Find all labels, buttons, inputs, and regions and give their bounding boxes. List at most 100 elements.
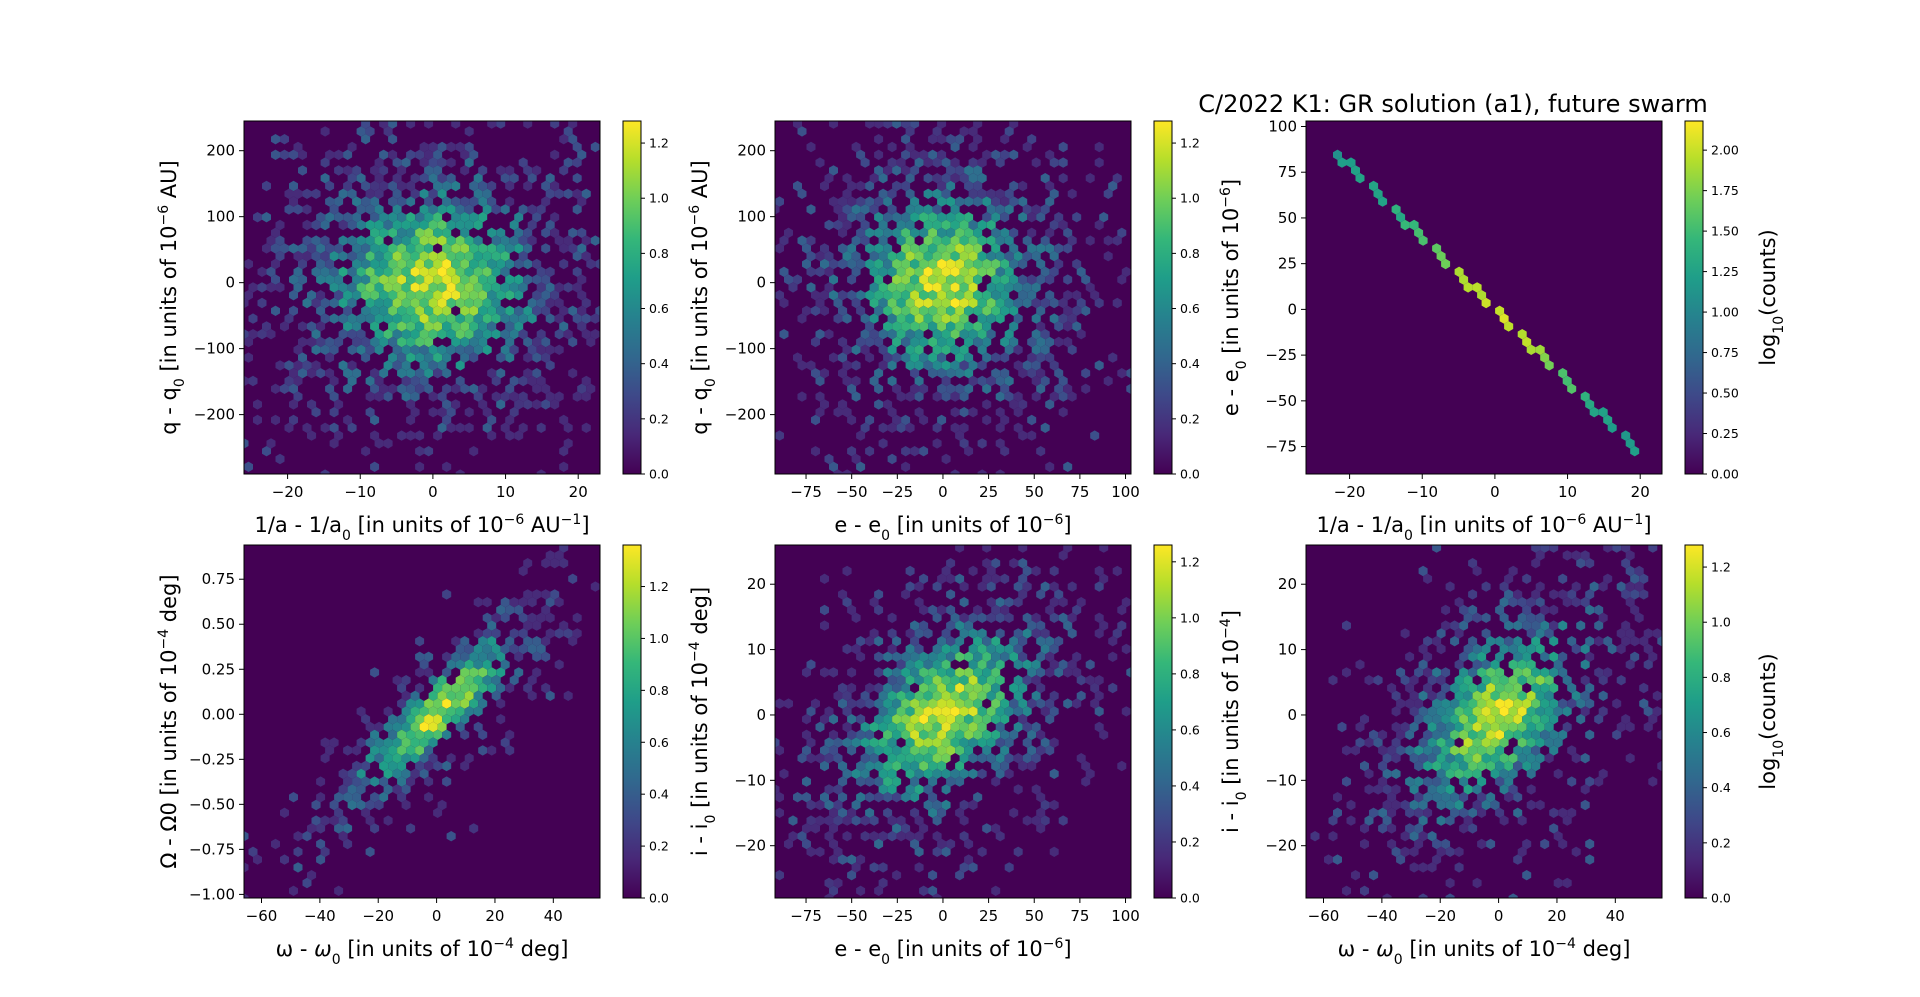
hexbin-cell (505, 604, 515, 616)
hexbin-cell (964, 383, 974, 394)
hexbin-cell (1360, 714, 1369, 725)
hexbin-cell (941, 282, 951, 293)
hexbin-cell (347, 422, 357, 433)
hexbin-cell (1072, 604, 1082, 616)
hexbin-cell (1036, 729, 1046, 740)
hexbin-cell (1004, 188, 1014, 199)
hexbin-cell (1027, 336, 1037, 348)
hexbin-cell (1517, 329, 1527, 340)
hexbin-cell (491, 690, 501, 701)
hexbin-cell (451, 243, 461, 254)
hexbin-cell (329, 422, 339, 433)
hexbin-cell (577, 321, 587, 332)
hexbin-cell (842, 768, 852, 779)
hexbin-cell (474, 111, 483, 121)
hexbin-cell (1072, 212, 1082, 223)
hexbin-cell (869, 204, 879, 215)
hexbin-cell (937, 227, 947, 238)
hexbin-cell (383, 297, 393, 309)
hexbin-cell (388, 729, 398, 740)
hexbin-cell (1022, 235, 1032, 246)
hexbin-cell (424, 698, 434, 709)
x-tick-label: −50 (836, 483, 868, 501)
hexbin-cell (833, 877, 843, 889)
hexbin-cell (1382, 893, 1392, 898)
hexbin-cell (964, 290, 974, 301)
hexbin-cell (415, 714, 425, 725)
hexbin-cell (491, 628, 501, 639)
hexbin-cell (1504, 760, 1514, 772)
hexbin-cell (1031, 784, 1041, 795)
hexbin-cell (1373, 784, 1383, 795)
hexbin-cell (1103, 188, 1113, 199)
hexbin-cell (941, 297, 951, 309)
hexbin-cell (302, 297, 312, 309)
hexbin-cell (977, 235, 987, 246)
hexbin-cell (878, 706, 888, 717)
hexbin-cell (455, 721, 465, 733)
hexbin-cell (1027, 667, 1037, 678)
hexbin-cell (419, 375, 429, 387)
hexbin-cell (568, 121, 578, 129)
hexbin-cell (406, 368, 416, 379)
hexbin-cell (932, 612, 942, 623)
hexbin-cell (973, 121, 983, 129)
hexbin-cell (568, 636, 578, 647)
hexbin-cell (1418, 706, 1428, 717)
hexbin-cell (892, 667, 902, 678)
hexbin-cell (820, 604, 829, 616)
hexbin-cell (289, 368, 298, 379)
hexbin-cell (932, 219, 942, 231)
hexbin-cell (541, 383, 551, 394)
hexbin-cell (460, 290, 470, 301)
hexbin-cell (1459, 714, 1469, 725)
colorbar-tick-label: 0.0 (649, 891, 669, 906)
hexbin-cell (550, 589, 560, 600)
hexbin-cell (766, 352, 775, 362)
hexbin-cell (1463, 721, 1473, 733)
hexbin-cell (892, 792, 902, 803)
hexbin-cell (1495, 729, 1505, 740)
hexbin-cell (365, 266, 375, 277)
hexbin-cell (901, 212, 911, 223)
hexbin-cell (1004, 862, 1014, 873)
hexbin-cell (1013, 675, 1023, 686)
hexbin-cell (442, 305, 452, 316)
hexbin-cell (914, 282, 924, 293)
hexbin-cell (964, 698, 974, 709)
hexbin-cell (919, 760, 929, 772)
hexbin-cell (379, 258, 389, 270)
hexbin-cell (280, 854, 289, 865)
hexbin-cell (401, 297, 411, 309)
hexbin-cell (428, 188, 438, 199)
hexbin-cell (401, 737, 411, 748)
hexbin-cell (1027, 227, 1037, 238)
hexbin-cell (293, 282, 303, 293)
hexbin-cell (469, 196, 479, 207)
hexbin-cell (419, 173, 429, 184)
colorbar-tick-label: 1.25 (1711, 264, 1739, 279)
hexbin-cell (910, 305, 920, 316)
hexbin-cell (842, 469, 852, 474)
hexbin-cell (1441, 698, 1451, 709)
hexbin-cell (847, 258, 857, 270)
hexbin-cell (762, 189, 771, 199)
hexbin-cell (370, 258, 380, 270)
hexbin-cell (950, 422, 960, 433)
hexbin-cell (1508, 643, 1518, 655)
hexbin-cell (298, 368, 307, 379)
hexbin-cell (428, 721, 438, 733)
hexbin-cell (311, 329, 321, 340)
hexbin-cell (352, 165, 362, 176)
hexbin-cell (1445, 706, 1455, 717)
hexbin-cell (433, 274, 443, 285)
hexbin-cell (383, 753, 393, 764)
hexbin-cell (388, 121, 398, 129)
hexbin-cell (478, 682, 488, 694)
hexbin-cell (955, 212, 965, 223)
hexbin-cell (820, 714, 829, 725)
hexbin-cell (1396, 745, 1406, 756)
hexbin-cell (1045, 180, 1055, 192)
hexbin-cell (1490, 721, 1500, 733)
hexbin-cell (919, 243, 929, 254)
